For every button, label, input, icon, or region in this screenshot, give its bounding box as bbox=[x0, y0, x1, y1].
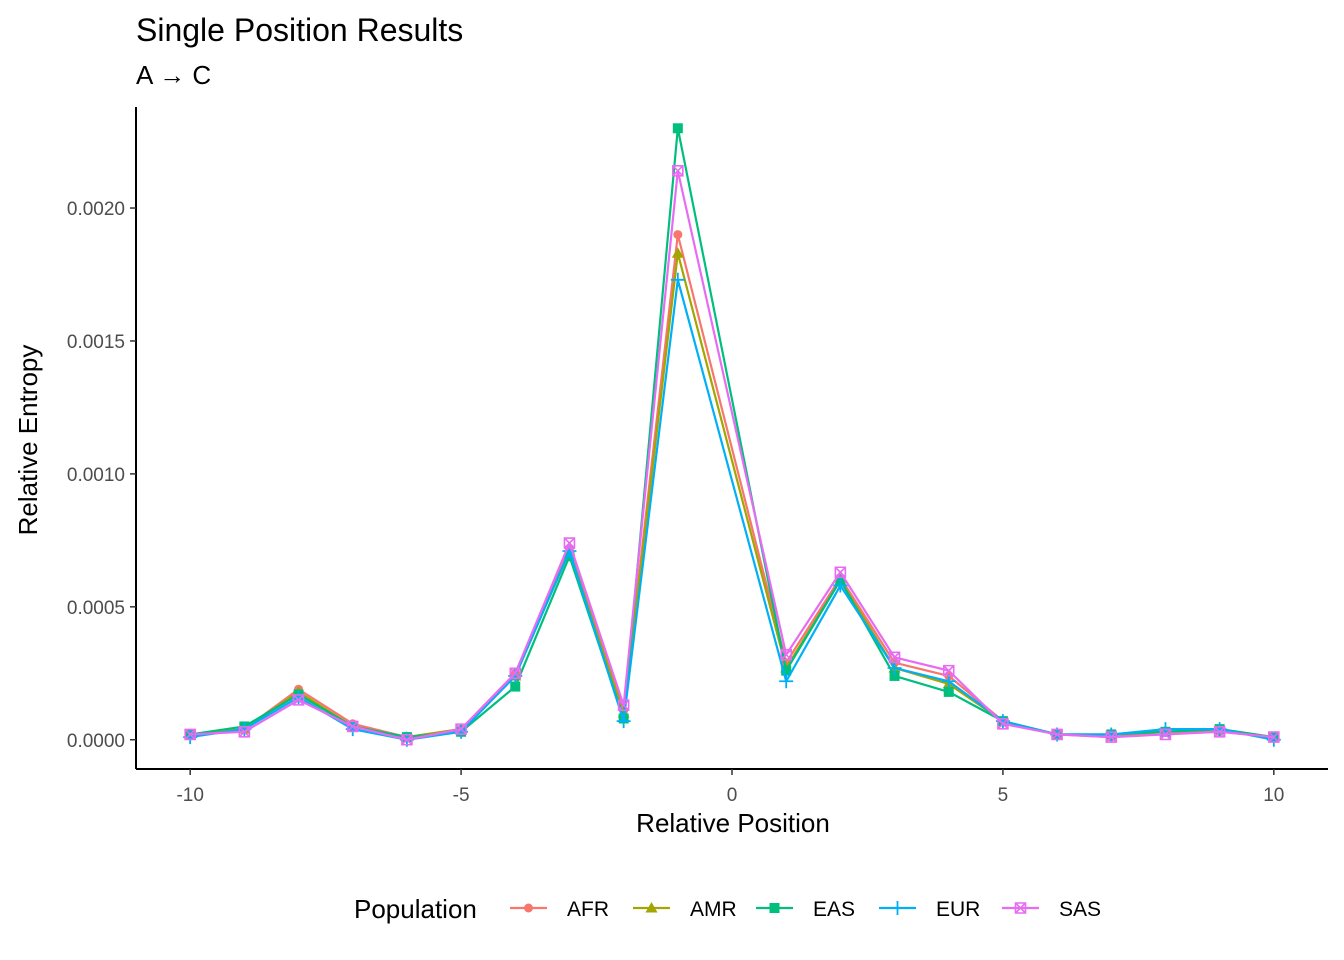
data-point-sas bbox=[455, 723, 467, 735]
legend-marker bbox=[890, 901, 905, 915]
data-point-sas bbox=[1268, 731, 1280, 743]
data-point-eur bbox=[779, 674, 794, 689]
data-point-eas bbox=[943, 686, 954, 697]
y-tick-label: 0.0005 bbox=[67, 598, 125, 619]
data-point-sas bbox=[509, 667, 522, 680]
legend-label: EUR bbox=[936, 898, 980, 921]
x-tick-label: -10 bbox=[176, 785, 203, 806]
data-point-eas bbox=[781, 665, 792, 676]
x-axis-title: Relative Position bbox=[636, 808, 830, 838]
data-point-sas bbox=[780, 648, 792, 661]
data-point-sas bbox=[1213, 725, 1226, 738]
data-point-sas bbox=[888, 651, 901, 664]
data-point-eas bbox=[672, 123, 683, 134]
data-point-sas bbox=[292, 694, 305, 706]
chart-title: Single Position Results bbox=[136, 12, 463, 48]
legend-item-sas: SAS bbox=[1002, 898, 1101, 921]
legend-label: EAS bbox=[813, 898, 855, 921]
data-point-afr bbox=[673, 230, 683, 240]
data-point-eur bbox=[887, 660, 902, 675]
y-tick-label: 0.0000 bbox=[67, 731, 125, 752]
series-sas bbox=[184, 165, 1280, 746]
data-point-eur bbox=[833, 578, 848, 593]
series-line-amr bbox=[190, 252, 1274, 739]
legend-marker bbox=[645, 902, 658, 913]
series-eur bbox=[183, 272, 1281, 747]
x-tick-label: 10 bbox=[1263, 785, 1284, 806]
data-point-sas bbox=[346, 720, 359, 733]
data-point-sas bbox=[942, 664, 955, 677]
legend-item-amr: AMR bbox=[633, 898, 737, 921]
data-point-sas bbox=[401, 733, 413, 746]
series-afr bbox=[185, 230, 1279, 742]
y-axis-title: Relative Entropy bbox=[13, 345, 43, 536]
data-point-eur bbox=[616, 714, 631, 729]
series-line-afr bbox=[190, 233, 1274, 739]
series-layer bbox=[183, 123, 1281, 747]
x-tick-label: -5 bbox=[453, 785, 470, 806]
data-point-sas bbox=[238, 725, 251, 738]
legend-title: Population bbox=[354, 894, 477, 924]
data-point-sas bbox=[184, 728, 196, 741]
data-point-sas bbox=[1105, 731, 1118, 743]
data-point-sas bbox=[997, 718, 1009, 730]
legend-item-afr: AFR bbox=[510, 898, 609, 921]
y-tick-label: 0.0010 bbox=[67, 465, 125, 486]
legend-marker bbox=[1014, 902, 1027, 914]
y-axis: 0.0000 0.0005 0.0010 0.0015 0.0020 bbox=[67, 107, 137, 769]
legend-item-eur: EUR bbox=[879, 898, 980, 921]
data-point-eur bbox=[941, 674, 956, 689]
data-point-sas bbox=[563, 537, 576, 549]
series-line-eur bbox=[190, 278, 1275, 741]
chart-subtitle: A → C bbox=[136, 60, 211, 90]
data-point-sas bbox=[672, 165, 684, 177]
legend-marker bbox=[524, 903, 533, 913]
legend-label: AFR bbox=[567, 898, 609, 921]
data-point-eas bbox=[510, 681, 521, 692]
series-eas bbox=[185, 123, 1279, 743]
series-line-sas bbox=[190, 169, 1274, 741]
x-axis: -10 -5 0 5 10 bbox=[136, 768, 1328, 806]
x-tick-label: 0 bbox=[727, 785, 738, 806]
legend-marker bbox=[769, 903, 780, 913]
legend: Population AFR AMR EAS EUR SAS bbox=[354, 894, 1101, 924]
series-amr bbox=[184, 247, 1280, 742]
y-tick-label: 0.0020 bbox=[67, 199, 125, 220]
data-point-amr bbox=[671, 247, 684, 258]
x-tick-label: 5 bbox=[998, 785, 1009, 806]
data-point-eur bbox=[670, 272, 685, 287]
data-point-sas bbox=[1159, 728, 1172, 741]
legend-item-eas: EAS bbox=[756, 898, 855, 921]
y-tick-label: 0.0015 bbox=[67, 332, 125, 353]
data-point-eas bbox=[889, 670, 900, 681]
data-point-sas bbox=[617, 699, 630, 711]
data-point-sas bbox=[834, 566, 847, 579]
data-point-sas bbox=[1051, 728, 1063, 741]
legend-label: SAS bbox=[1059, 898, 1101, 921]
series-line-eas bbox=[190, 127, 1274, 739]
legend-label: AMR bbox=[690, 898, 737, 921]
